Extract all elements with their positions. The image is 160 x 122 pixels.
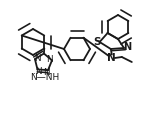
Text: N: N bbox=[35, 67, 42, 76]
Text: N: N bbox=[46, 55, 53, 64]
Text: S: S bbox=[93, 37, 100, 47]
Text: N: N bbox=[34, 54, 41, 63]
Text: N: N bbox=[123, 42, 131, 52]
Text: Ṅ—ṄH: Ṅ—ṄH bbox=[30, 73, 60, 82]
Text: N: N bbox=[107, 53, 116, 63]
Text: N: N bbox=[43, 68, 50, 77]
